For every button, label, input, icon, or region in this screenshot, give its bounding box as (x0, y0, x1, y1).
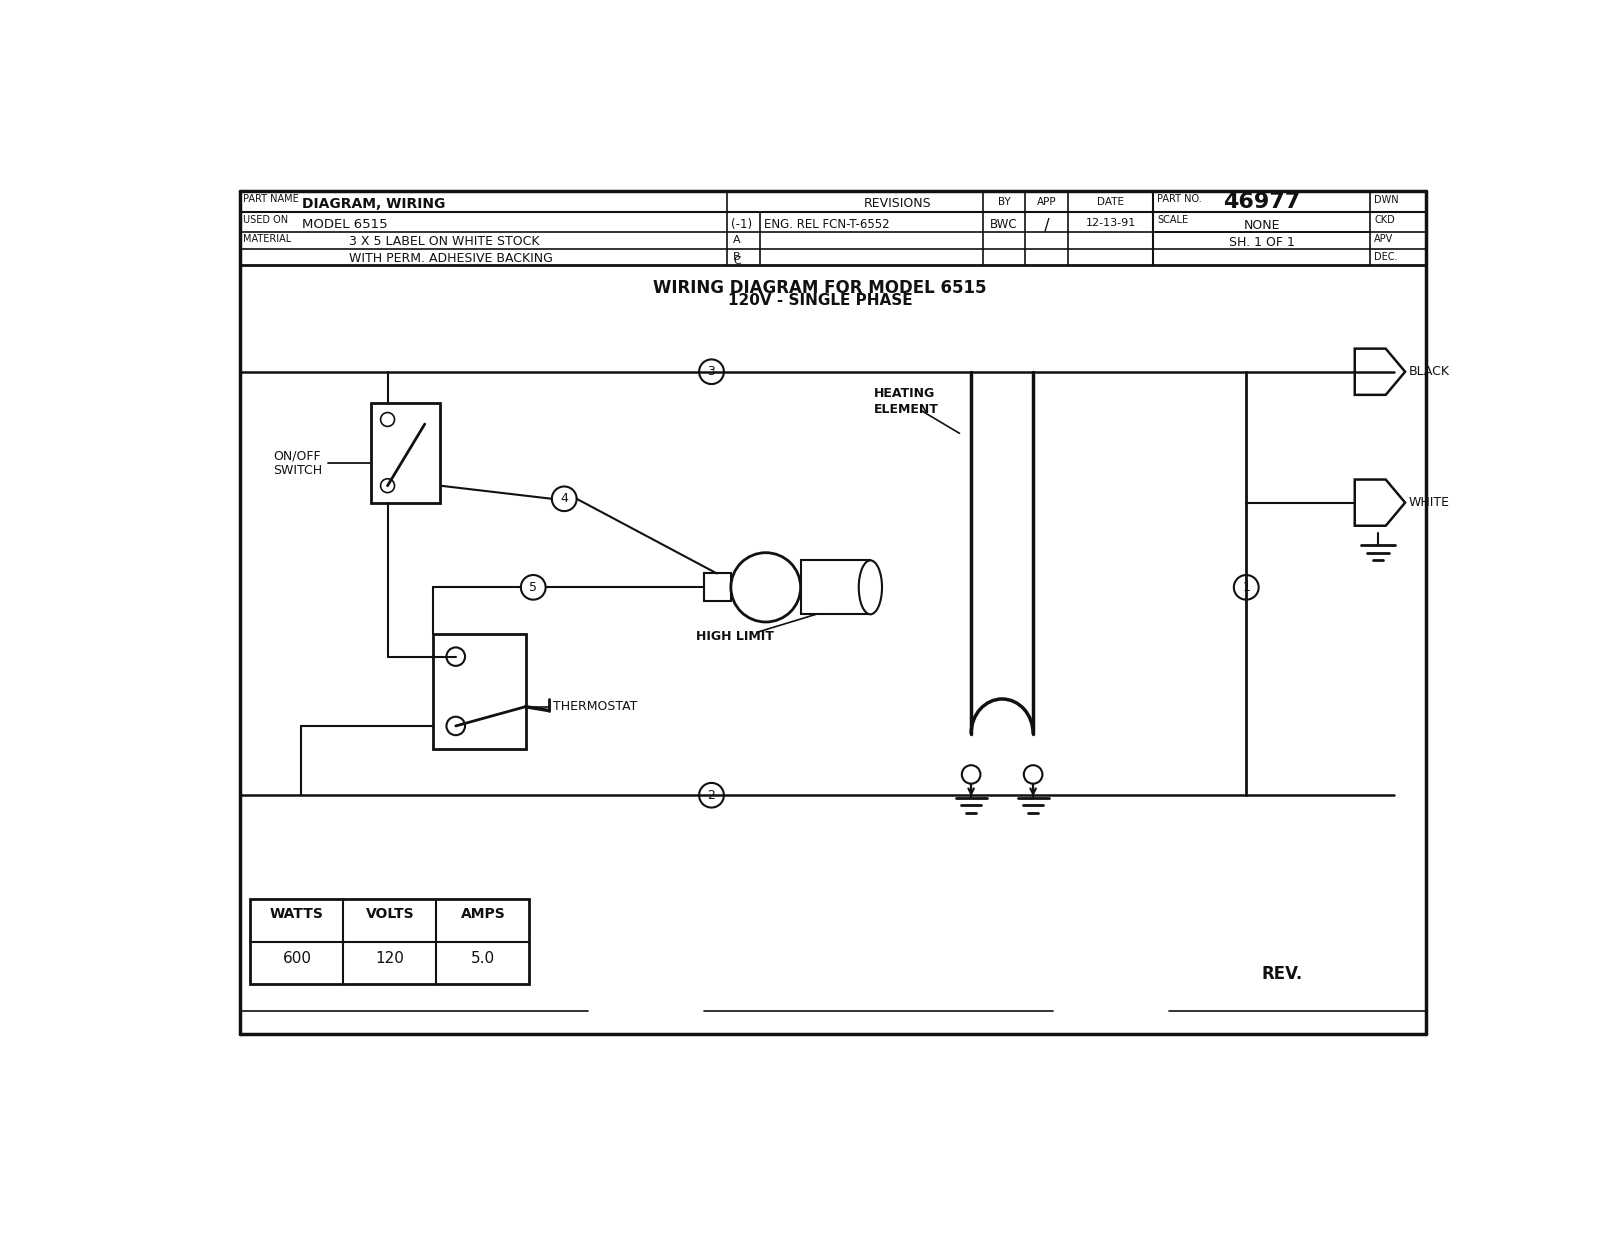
Text: C: C (733, 256, 741, 266)
Text: (-1): (-1) (731, 218, 752, 231)
Circle shape (446, 716, 466, 735)
Text: THERMOSTAT: THERMOSTAT (552, 700, 637, 714)
Text: APP: APP (1037, 197, 1056, 207)
Text: HIGH LIMIT: HIGH LIMIT (696, 630, 774, 643)
Text: DIAGRAM, WIRING: DIAGRAM, WIRING (302, 197, 446, 212)
Text: HEATING: HEATING (874, 387, 936, 400)
Text: BY: BY (998, 197, 1011, 207)
Text: AMPS: AMPS (461, 907, 506, 920)
Text: ON/OFF: ON/OFF (274, 450, 322, 463)
Text: APV: APV (1374, 234, 1394, 244)
Bar (371, 402, 440, 502)
Text: MATERIAL: MATERIAL (243, 234, 291, 244)
Text: A: A (733, 235, 741, 245)
Text: REV.: REV. (1262, 965, 1302, 982)
Circle shape (699, 360, 723, 383)
Text: 5: 5 (530, 581, 538, 594)
Text: MODEL 6515: MODEL 6515 (302, 218, 387, 231)
Text: ENG. REL FCN-T-6552: ENG. REL FCN-T-6552 (765, 218, 890, 231)
Bar (800, 560, 870, 615)
Circle shape (731, 553, 800, 622)
Circle shape (1024, 766, 1043, 784)
Text: WITH PERM. ADHESIVE BACKING: WITH PERM. ADHESIVE BACKING (349, 251, 552, 265)
Text: REVISIONS: REVISIONS (864, 197, 931, 210)
Text: 3: 3 (707, 365, 715, 379)
Circle shape (381, 479, 395, 492)
Text: ELEMENT: ELEMENT (874, 402, 939, 416)
Bar (432, 633, 525, 750)
Circle shape (962, 766, 981, 784)
Circle shape (552, 486, 576, 511)
Text: SCALE: SCALE (1157, 215, 1189, 225)
Circle shape (381, 413, 395, 427)
Circle shape (446, 647, 466, 666)
Circle shape (1234, 575, 1259, 600)
Text: NONE: NONE (1243, 219, 1280, 231)
Text: PART NAME: PART NAME (243, 194, 299, 204)
Text: 120V - SINGLE PHASE: 120V - SINGLE PHASE (728, 293, 912, 308)
Text: BWC: BWC (990, 218, 1018, 231)
Text: 1: 1 (1242, 581, 1250, 594)
Text: DWN: DWN (1374, 194, 1398, 204)
Text: 3 X 5 LABEL ON WHITE STOCK: 3 X 5 LABEL ON WHITE STOCK (349, 235, 539, 249)
Text: SWITCH: SWITCH (274, 464, 323, 476)
Text: SH. 1 OF 1: SH. 1 OF 1 (1229, 236, 1294, 249)
Text: PART NO.: PART NO. (1157, 194, 1202, 204)
Bar (704, 574, 731, 601)
Text: VOLTS: VOLTS (365, 907, 414, 920)
Circle shape (522, 575, 546, 600)
Text: 46977: 46977 (1222, 192, 1301, 212)
Ellipse shape (859, 560, 882, 615)
Text: WATTS: WATTS (270, 907, 323, 920)
Text: 120: 120 (376, 951, 405, 966)
Text: 12-13-91: 12-13-91 (1085, 218, 1136, 228)
Text: 5.0: 5.0 (470, 951, 494, 966)
Bar (250, 899, 530, 983)
Text: 600: 600 (282, 951, 312, 966)
Text: 2: 2 (707, 789, 715, 802)
Text: DEC.: DEC. (1374, 251, 1398, 261)
Text: USED ON: USED ON (243, 215, 288, 225)
Bar (240, 190, 1426, 266)
Bar (240, 190, 1426, 266)
Text: /: / (1043, 216, 1050, 234)
Circle shape (699, 783, 723, 808)
Text: B: B (733, 251, 741, 261)
Text: DATE: DATE (1098, 197, 1125, 207)
Text: CKD: CKD (1374, 215, 1395, 225)
Text: WHITE: WHITE (1410, 496, 1450, 510)
Text: BLACK: BLACK (1410, 365, 1450, 379)
Text: 4: 4 (560, 492, 568, 505)
Text: WIRING DIAGRAM FOR MODEL 6515: WIRING DIAGRAM FOR MODEL 6515 (653, 280, 987, 297)
